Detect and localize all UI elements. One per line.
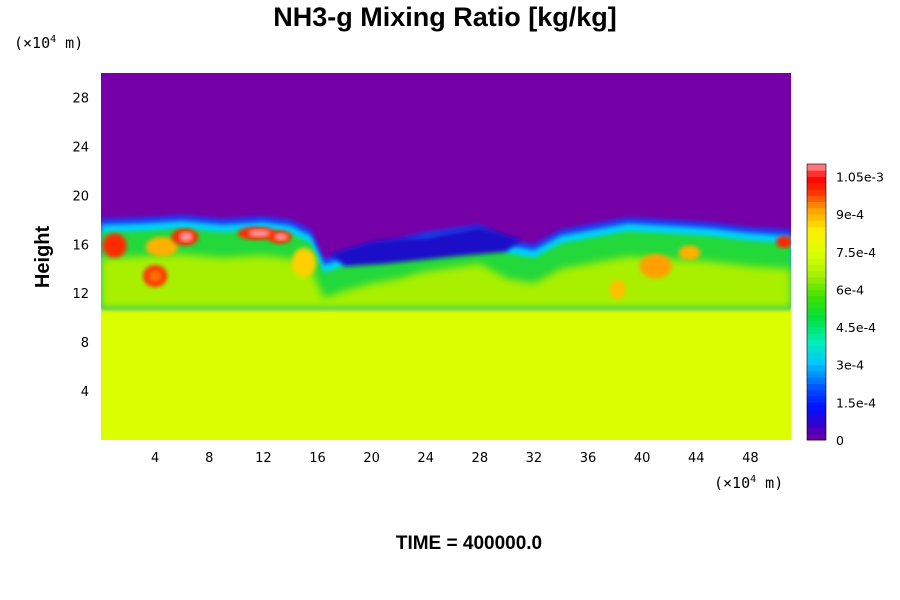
colorbar-band: [807, 327, 826, 334]
colorbar-band: [807, 339, 826, 347]
colorbar-labels: 0 1.5e-4 3e-4 4.5e-4 6e-4 7.5e-4 9e-4 1.05e-3: [836, 170, 884, 448]
colorbar-band: [807, 320, 826, 328]
y-axis-ticks: 4 8 12 16 20 24 28: [72, 91, 89, 400]
x-unit-label: (×104 m): [714, 474, 783, 492]
colorbar-band: [807, 402, 826, 410]
y-tick-label: 8: [81, 336, 89, 351]
colorbar-band: [807, 383, 826, 391]
colorbar-band: [807, 371, 826, 378]
x-tick-label: 24: [417, 451, 434, 466]
hotspot-14: [609, 279, 626, 300]
colorbar-band: [807, 396, 826, 403]
colorbar-band: [807, 220, 826, 228]
lower-layer: [101, 305, 791, 440]
x-tick-label: 20: [363, 451, 380, 466]
chart-title: NH3-g Mixing Ratio [kg/kg]: [273, 2, 617, 32]
y-tick-label: 4: [81, 385, 89, 400]
y-tick-label: 12: [72, 287, 89, 302]
colorbar-band: [807, 189, 826, 196]
colorbar-frame: [806, 163, 827, 441]
colorbar-band: [807, 164, 826, 171]
colorbar-band: [807, 352, 826, 359]
colorbar-band: [807, 195, 826, 203]
y-tick-label: 24: [72, 140, 89, 155]
colorbar-tick-label: 4.5e-4: [836, 320, 876, 335]
colorbar-tick-label: 9e-4: [836, 207, 864, 222]
colorbar-band: [807, 414, 826, 422]
colorbar-band: [807, 170, 826, 177]
hotspot-3: [179, 232, 193, 242]
hotspot-6: [248, 229, 271, 237]
y-axis-title: Height: [32, 226, 54, 289]
colorbar-band: [807, 214, 826, 221]
colorbar-tick-label: 7.5e-4: [836, 245, 876, 260]
x-tick-label: 40: [634, 451, 651, 466]
x-tick-label: 8: [205, 451, 213, 466]
x-tick-label: 36: [580, 451, 597, 466]
y-tick-label: 16: [72, 238, 89, 253]
colorbar-band: [807, 251, 826, 259]
x-tick-label: 48: [742, 451, 759, 466]
colorbar-tick-label: 6e-4: [836, 282, 864, 297]
colorbar-band: [807, 207, 826, 215]
y-tick-label: 20: [72, 189, 89, 204]
colorbar-band: [807, 389, 826, 397]
colorbar-band: [807, 182, 826, 190]
colorbar-band: [807, 201, 826, 209]
x-tick-label: 16: [309, 451, 326, 466]
time-label: TIME = 400000.0: [396, 533, 542, 554]
colorbar-band: [807, 333, 826, 341]
colorbar-band: [807, 302, 826, 309]
colorbar-band: [807, 358, 826, 366]
colorbar-band: [807, 289, 826, 297]
hotspot-1: [145, 236, 179, 257]
colorbar-band: [807, 421, 826, 428]
x-tick-label: 44: [688, 451, 705, 466]
colorbar-tick-label: 3e-4: [836, 358, 864, 373]
colorbar-band: [807, 176, 826, 184]
hotspot-9: [148, 269, 162, 283]
hotspot-10: [291, 247, 317, 278]
hotspot-0: [102, 233, 127, 258]
colorbar-band: [807, 276, 826, 284]
colorbar-band: [807, 314, 826, 322]
colorbar-band: [807, 308, 826, 315]
y-tick-label: 28: [72, 91, 89, 106]
colorbar-band: [807, 264, 826, 272]
colorbar-tick-label: 1.05e-3: [836, 170, 884, 185]
colorbar-band: [807, 283, 826, 290]
colorbar-band: [807, 295, 826, 303]
cloud-depleted-region: [331, 227, 521, 267]
colorbar-band: [807, 270, 826, 278]
hotspot-11: [639, 254, 672, 279]
colorbar-band: [807, 345, 826, 353]
colorbar-tick-label: 1.5e-4: [836, 395, 876, 410]
colorbar-band: [807, 408, 826, 416]
heatmap-field: [101, 73, 791, 440]
hotspot-12: [678, 245, 701, 261]
colorbar: [806, 163, 827, 441]
colorbar-band: [807, 233, 826, 240]
colorbar-band: [807, 258, 826, 265]
x-tick-label: 4: [151, 451, 159, 466]
colorbar-band: [807, 377, 826, 384]
colorbar-band: [807, 433, 826, 441]
colorbar-tick-label: 0: [836, 433, 844, 448]
x-tick-label: 12: [255, 451, 272, 466]
colorbar-band: [807, 245, 826, 253]
colorbar-band: [807, 364, 826, 372]
hotspot-13: [776, 235, 791, 248]
hotspot-7: [274, 233, 288, 241]
x-axis-ticks: 4 8 12 16 20 24 28 32 36 40 44 48: [151, 451, 759, 466]
x-tick-label: 28: [472, 451, 489, 466]
colorbar-band: [807, 226, 826, 234]
colorbar-band: [807, 239, 826, 246]
colorbar-band: [807, 427, 826, 435]
y-unit-label: (×104 m): [14, 34, 83, 52]
x-tick-label: 32: [526, 451, 543, 466]
